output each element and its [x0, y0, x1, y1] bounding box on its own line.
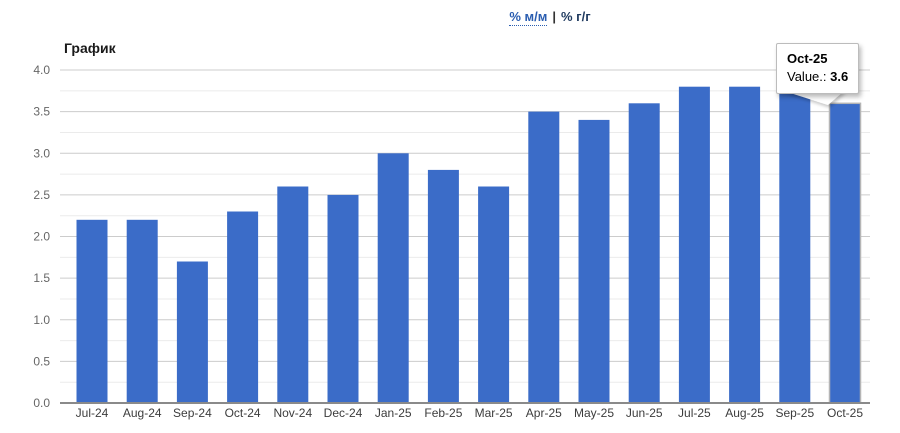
x-tick-label: Dec-24 [324, 406, 363, 420]
tooltip-value-label: Value.: [787, 69, 827, 84]
x-tick-label: Sep-25 [775, 406, 814, 420]
bar-Oct-24[interactable] [227, 211, 259, 404]
y-tick-label: 4.0 [33, 63, 50, 77]
bar-Aug-24[interactable] [126, 219, 158, 403]
x-tick-label: Aug-24 [123, 406, 162, 420]
bar-Nov-24[interactable] [277, 186, 309, 404]
x-tick-label: May-25 [574, 406, 614, 420]
tab-percent-yy[interactable]: % г/г [561, 9, 591, 24]
axes: 0.0 0.5 1.0 1.5 2.0 2.5 3.0 3.5 4.0 Jul-24 Aug-24 S… [33, 63, 870, 420]
x-tick-label: Sep-24 [173, 406, 212, 420]
bar-Aug-25[interactable] [729, 86, 761, 403]
bar-Jul-24[interactable] [76, 219, 108, 403]
tooltip-value-row: Value.: 3.6 [787, 69, 848, 85]
bar-Mar-25[interactable] [478, 186, 510, 404]
bar-Oct-25[interactable] [828, 102, 862, 404]
x-tick-label: Jan-25 [375, 406, 412, 420]
y-tick-label: 1.5 [33, 271, 50, 285]
y-tick-label: 3.0 [33, 146, 50, 160]
bars [76, 86, 862, 404]
y-tick-label: 1.0 [33, 313, 50, 327]
tooltip: Oct-25 Value.: 3.6 [776, 43, 860, 94]
x-tick-label: Feb-25 [424, 406, 462, 420]
bar-Sep-24[interactable] [176, 261, 208, 404]
chart-title: График [64, 40, 116, 56]
bar-Jan-25[interactable] [377, 153, 409, 404]
tooltip-category: Oct-25 [787, 51, 828, 66]
bar-Feb-25[interactable] [427, 169, 459, 403]
bar-Sep-25[interactable] [779, 86, 811, 403]
y-tick-label: 2.5 [33, 188, 50, 202]
bar-Jun-25[interactable] [628, 103, 660, 404]
bar-Apr-25[interactable] [528, 111, 560, 403]
x-tick-label: Jul-24 [76, 406, 109, 420]
x-tick-label: Jun-25 [626, 406, 663, 420]
tooltip-value: 3.6 [830, 69, 849, 84]
x-tick-label: Oct-24 [225, 406, 261, 420]
x-tick-label: Oct-25 [827, 406, 863, 420]
x-tick-label: Jul-25 [678, 406, 711, 420]
y-tick-label: 0.5 [33, 354, 50, 368]
x-tick-label: Nov-24 [273, 406, 312, 420]
view-toggle: % м/м | % г/г [440, 9, 660, 26]
bar-Jul-25[interactable] [678, 86, 710, 403]
x-tick-label: Apr-25 [526, 406, 562, 420]
tab-separator: | [552, 9, 557, 24]
x-tick-label: Mar-25 [475, 406, 513, 420]
y-tick-label: 2.0 [33, 230, 50, 244]
tab-percent-mm[interactable]: % м/м [509, 9, 548, 26]
x-tick-label: Aug-25 [725, 406, 764, 420]
y-tick-label: 3.5 [33, 105, 50, 119]
bar-May-25[interactable] [578, 119, 610, 404]
y-tick-label: 0.0 [33, 396, 50, 410]
bar-Dec-24[interactable] [327, 194, 359, 403]
